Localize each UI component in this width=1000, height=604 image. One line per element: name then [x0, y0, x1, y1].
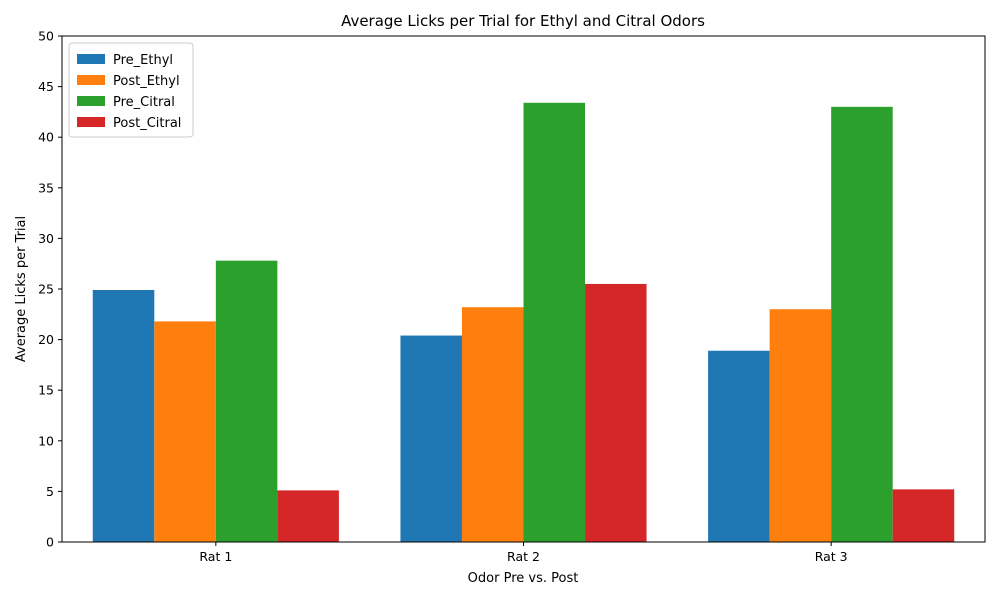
- x-axis: Rat 1 Rat 2 Rat 3: [199, 542, 848, 564]
- legend-swatch: [77, 75, 105, 85]
- bar-post-citral-rat-1: [277, 490, 339, 542]
- x-tick-label: Rat 2: [507, 549, 540, 564]
- bar-post-citral-rat-2: [585, 283, 647, 542]
- bar-pre-ethyl-rat-3: [708, 350, 770, 542]
- y-tick-label: 35: [38, 180, 54, 195]
- y-tick-label: 15: [38, 383, 54, 398]
- bar-pre-ethyl-rat-2: [400, 335, 462, 542]
- y-axis: 0 5 10 15 20 25 30 35 40 45 50: [38, 29, 62, 550]
- bar-post-ethyl-rat-1: [154, 321, 216, 542]
- y-tick-label: 10: [38, 433, 54, 448]
- y-tick-label: 25: [38, 282, 54, 297]
- legend-label: Pre_Citral: [113, 95, 175, 110]
- legend-swatch: [77, 54, 105, 64]
- bar-pre-ethyl-rat-1: [92, 290, 155, 542]
- chart-title: Average Licks per Trial for Ethyl and Ci…: [341, 12, 705, 30]
- legend-box: [68, 42, 194, 138]
- bar-pre-citral-rat-2: [523, 102, 586, 543]
- legend-swatch: [77, 96, 105, 106]
- y-tick-label: 20: [38, 332, 54, 347]
- legend-label: Pre_Ethyl: [113, 53, 173, 68]
- y-tick-label: 0: [46, 535, 54, 550]
- y-tick-label: 40: [38, 130, 54, 145]
- x-tick-label: Rat 3: [815, 549, 848, 564]
- legend-label: Post_Ethyl: [113, 74, 180, 89]
- y-tick-label: 45: [38, 79, 54, 94]
- y-axis-title: Average Licks per Trial: [14, 216, 29, 362]
- legend-label: Post_Citral: [113, 116, 181, 131]
- bar-post-citral-rat-3: [892, 489, 955, 542]
- legend-swatch: [77, 117, 105, 127]
- y-tick-label: 5: [46, 484, 54, 499]
- y-tick-label: 50: [38, 29, 54, 44]
- x-axis-title: Odor Pre vs. Post: [468, 571, 579, 586]
- x-tick-label: Rat 1: [199, 549, 232, 564]
- bars-layer: [92, 102, 955, 543]
- legend: Pre_Ethyl Post_Ethyl Pre_Citral Post_Citral: [68, 42, 194, 138]
- bar-post-ethyl-rat-2: [461, 307, 524, 542]
- y-tick-label: 30: [38, 231, 54, 246]
- bar-post-ethyl-rat-3: [769, 309, 832, 542]
- bar-pre-citral-rat-3: [831, 106, 893, 542]
- bar-pre-citral-rat-1: [215, 260, 278, 542]
- plot-frame: [61, 35, 986, 543]
